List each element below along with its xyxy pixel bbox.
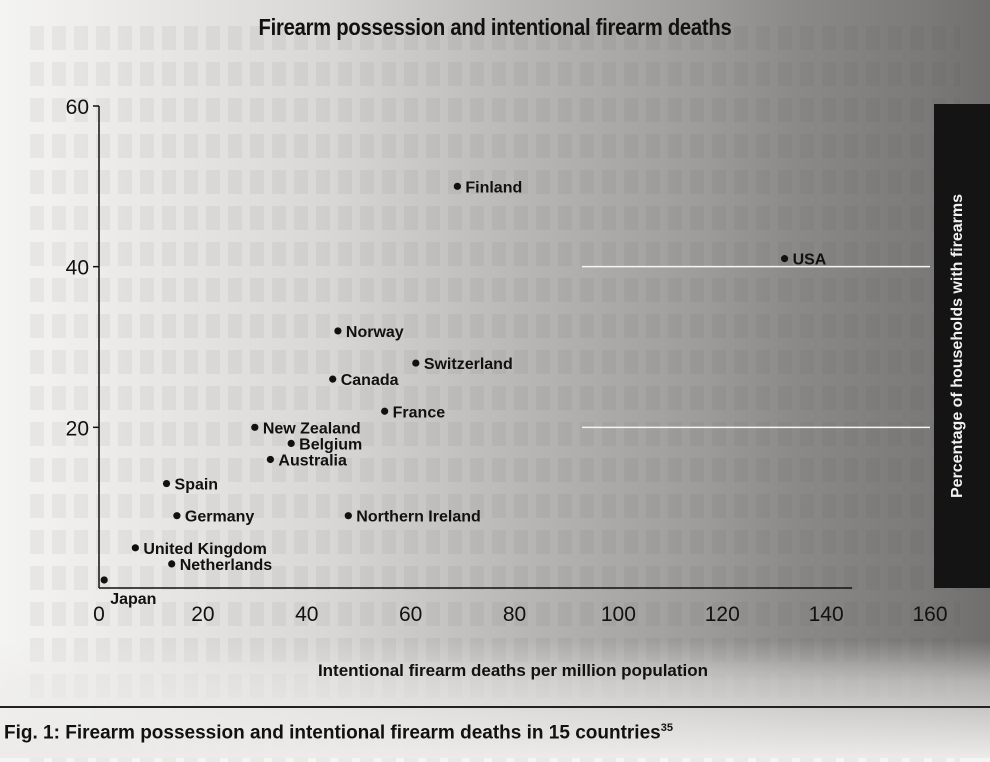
point-germany: [173, 512, 181, 520]
caption-text: Fig. 1: Firearm possession and intention…: [4, 722, 661, 744]
point-label-france: France: [393, 404, 446, 421]
point-label-united-kingdom: United Kingdom: [143, 541, 267, 558]
point-label-norway: Norway: [346, 324, 404, 341]
x-tick-label-140: 140: [809, 603, 844, 626]
x-tick-label-0: 0: [93, 603, 105, 626]
point-france: [381, 407, 389, 415]
point-label-germany: Germany: [185, 509, 254, 526]
point-canada: [329, 375, 337, 383]
point-label-switzerland: Switzerland: [424, 356, 513, 373]
point-label-usa: USA: [793, 252, 827, 269]
point-switzerland: [412, 359, 420, 367]
x-tick-label-40: 40: [295, 603, 318, 626]
y-axis-label: Percentage of households with firearms: [949, 194, 966, 498]
point-netherlands: [168, 560, 176, 568]
point-norway: [334, 327, 342, 335]
x-tick-labels: 0 20 40 60 80 100 120 140 160: [93, 603, 947, 626]
figure-caption: Fig. 1: Firearm possession and intention…: [4, 722, 673, 744]
y-tick-label-20: 20: [66, 417, 89, 440]
point-spain: [162, 479, 171, 488]
y-tick-label-60: 60: [66, 96, 89, 119]
point-northern-ireland: [344, 512, 352, 520]
point-usa: [780, 255, 789, 263]
x-tick-label-160: 160: [912, 603, 947, 626]
x-axis-label: Intentional firearm deaths per million p…: [318, 661, 708, 680]
point-label-finland: Finland: [465, 179, 522, 196]
axes: [98, 106, 853, 589]
caption-reference: 35: [660, 722, 673, 734]
x-tick-label-60: 60: [399, 603, 422, 626]
point-label-canada: Canada: [341, 372, 399, 389]
x-tick-label-100: 100: [601, 603, 636, 626]
y-tick-label-40: 40: [66, 257, 89, 280]
caption-rule: [0, 706, 990, 708]
point-label-netherlands: Netherlands: [180, 557, 273, 574]
point-australia: [266, 455, 274, 464]
point-label-northern-ireland: Northern Ireland: [356, 509, 480, 526]
point-finland: [453, 182, 461, 190]
point-belgium: [287, 439, 295, 447]
point-label-belgium: Belgium: [299, 436, 362, 453]
point-new-zealand: [251, 423, 259, 431]
x-tick-label-120: 120: [705, 603, 740, 626]
point-japan: [100, 576, 108, 584]
point-label-new-zealand: New Zealand: [263, 420, 361, 437]
point-label-spain: Spain: [175, 477, 219, 494]
x-tick-label-20: 20: [191, 603, 214, 626]
y-axis-label-band: [934, 104, 990, 588]
point-label-australia: Australia: [278, 452, 347, 469]
lower-fade: [0, 640, 990, 758]
gridlines: [582, 265, 930, 429]
point-label-japan: Japan: [110, 591, 156, 608]
point-united-kingdom: [131, 544, 139, 552]
chart-title: Firearm possession and intentional firea…: [258, 14, 732, 40]
y-tick-labels: 20 40 60: [66, 96, 99, 440]
x-tick-label-80: 80: [503, 603, 526, 626]
